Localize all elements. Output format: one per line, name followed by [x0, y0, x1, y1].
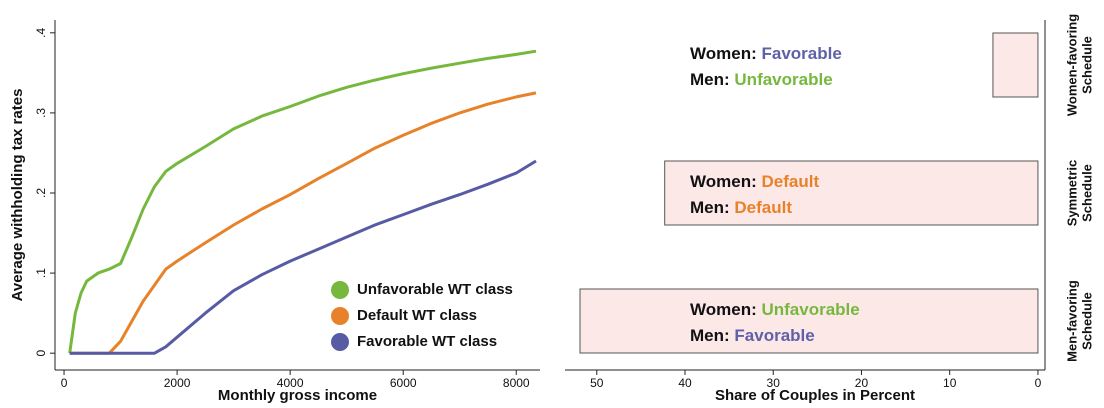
- category-label: SymmetricSchedule: [1065, 160, 1095, 226]
- category-label: Men-favoringSchedule: [1065, 280, 1095, 362]
- annotation-who: Women:: [690, 300, 757, 319]
- x-tick-label: 6000: [390, 376, 417, 390]
- y-tick-label: 0: [34, 350, 48, 357]
- annotation-who: Women:: [690, 44, 757, 63]
- annotation-who: Men:: [690, 326, 730, 345]
- y-tick-label: .1: [34, 268, 48, 278]
- y-tick-label: .4: [34, 27, 48, 37]
- x-tick-label: 50: [590, 376, 604, 390]
- bar: [992, 32, 1039, 98]
- legend-swatch: [331, 281, 349, 299]
- y-tick-label: .3: [34, 108, 48, 118]
- line-series: [68, 49, 537, 354]
- category-label: Women-favoringSchedule: [1065, 14, 1095, 116]
- x-tick-label: 20: [855, 376, 869, 390]
- annotation-class: Unfavorable: [761, 300, 859, 319]
- legend-label: Unfavorable WT class: [357, 281, 513, 298]
- y-tick-label: .2: [34, 188, 48, 198]
- bar-annotation: Women: Unfavorable: [690, 300, 860, 319]
- x-tick-label: 0: [61, 376, 68, 390]
- x-axis-title: Share of Couples in Percent: [715, 387, 915, 404]
- annotation-who: Men:: [690, 70, 730, 89]
- legend-label: Default WT class: [357, 307, 477, 324]
- bar-annotation: Men: Favorable: [690, 326, 815, 345]
- x-tick-label: 4000: [277, 376, 304, 390]
- bar-annotation: Women: Favorable: [690, 44, 842, 63]
- x-tick-label: 10: [943, 376, 957, 390]
- annotation-class: Unfavorable: [734, 70, 832, 89]
- bar: [579, 288, 1039, 354]
- legend-swatch: [331, 333, 349, 351]
- bar-annotation: Women: Default: [690, 172, 819, 191]
- x-axis-title: Monthly gross income: [218, 387, 377, 404]
- x-tick-label: 30: [767, 376, 781, 390]
- bar-annotation: Men: Default: [690, 198, 792, 217]
- annotation-class: Favorable: [734, 326, 814, 345]
- x-tick-label: 2000: [164, 376, 191, 390]
- bar: [664, 160, 1039, 226]
- y-axis-title: Average withholding tax rates: [9, 89, 26, 302]
- annotation-class: Default: [761, 172, 819, 191]
- legend-swatch: [331, 307, 349, 325]
- annotation-class: Favorable: [761, 44, 841, 63]
- annotation-who: Women:: [690, 172, 757, 191]
- line-series: [69, 159, 537, 355]
- x-tick-label: 0: [1035, 376, 1042, 390]
- annotation-who: Men:: [690, 198, 730, 217]
- bar-annotation: Men: Unfavorable: [690, 70, 833, 89]
- x-tick-label: 40: [678, 376, 692, 390]
- x-tick-label: 8000: [503, 376, 530, 390]
- legend-label: Favorable WT class: [357, 333, 497, 350]
- annotation-class: Default: [734, 198, 792, 217]
